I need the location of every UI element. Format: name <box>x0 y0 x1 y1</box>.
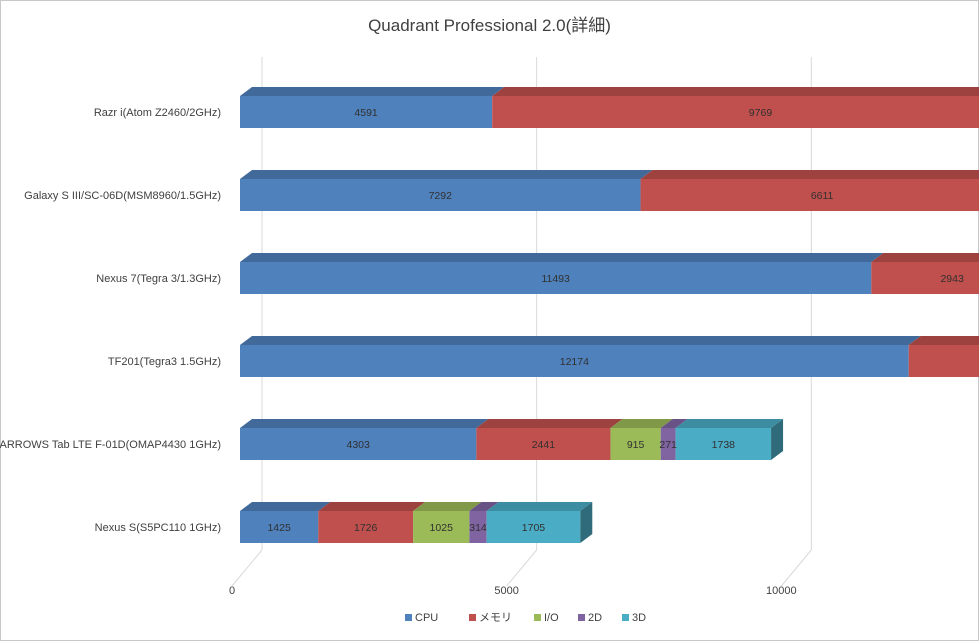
x-tick-label: 10000 <box>766 585 797 597</box>
legend-label: I/O <box>544 612 559 624</box>
bar-segment-I/O <box>610 428 661 460</box>
legend-label: 3D <box>632 612 646 624</box>
bar-segment-メモリ <box>640 179 979 211</box>
legend: CPU メモリ I/O 2D 3D <box>405 612 646 624</box>
category-label: ARROWS Tab LTE F-01D(OMAP4430 1GHz) <box>0 439 221 451</box>
bar-top-I/O <box>413 502 482 511</box>
bars <box>240 87 979 543</box>
legend-label: メモリ <box>479 612 512 624</box>
bar-segment-メモリ <box>318 511 414 543</box>
gridline-floor <box>780 549 812 587</box>
data-label: 1738 <box>712 439 736 451</box>
bar-top-3D <box>675 419 784 428</box>
data-label: 2441 <box>532 439 556 451</box>
gridlines <box>231 57 812 587</box>
bar-segment-CPU <box>240 428 477 460</box>
data-label: 915 <box>627 439 645 451</box>
legend-swatch <box>405 614 412 621</box>
x-tick-label: 5000 <box>494 585 518 597</box>
bar-top-メモリ <box>871 253 979 262</box>
category-label: Nexus S(S5PC110 1GHz) <box>95 522 221 534</box>
value-labels: 4591976951218552466729266115371971214511… <box>267 107 964 534</box>
bar-top-メモリ <box>318 502 426 511</box>
x-tick-label: 0 <box>229 585 235 597</box>
bar-top-CPU <box>240 336 921 345</box>
bar-top-メモリ <box>908 336 979 345</box>
bar-side <box>771 419 784 460</box>
bar-segment-3D <box>486 511 581 543</box>
category-labels: Razr i(Atom Z2460/2GHz) Galaxy S III/SC-0… <box>0 107 221 534</box>
bar-top-I/O <box>610 419 673 428</box>
bar-top-メモリ <box>492 87 979 96</box>
bar-top-2D <box>660 419 688 428</box>
bar-segment-2D <box>469 511 487 543</box>
bar-top-CPU <box>240 419 489 428</box>
data-label: 1025 <box>430 522 454 534</box>
data-label: 1726 <box>354 522 378 534</box>
data-label: 6611 <box>811 190 834 202</box>
data-label: 11493 <box>541 273 570 285</box>
bar-segment-メモリ <box>476 428 611 460</box>
data-label: 1705 <box>522 522 546 534</box>
legend-swatch <box>534 614 541 621</box>
bar-segment-CPU <box>240 179 641 211</box>
data-label: 4303 <box>347 439 371 451</box>
legend-swatch <box>469 614 476 621</box>
legend-swatch <box>622 614 629 621</box>
bar-segment-メモリ <box>871 262 979 294</box>
bar-top-CPU <box>240 87 505 96</box>
bar-segment-CPU <box>240 345 909 377</box>
data-label: 271 <box>659 439 677 451</box>
bar-segment-メモリ <box>908 345 979 377</box>
data-label: 2943 <box>940 273 964 285</box>
data-label: 12174 <box>560 356 589 368</box>
x-axis-ticks: 0500010000150002000025000 <box>229 585 797 597</box>
data-label: 7292 <box>429 190 453 202</box>
gridline-floor <box>506 549 538 587</box>
bar-segment-CPU <box>240 511 319 543</box>
bar-segment-I/O <box>413 511 470 543</box>
data-label: 9769 <box>749 107 773 119</box>
bar-top-メモリ <box>476 419 623 428</box>
bar-segment-CPU <box>240 96 493 128</box>
bar-segment-メモリ <box>492 96 979 128</box>
chart-title: Quadrant Professional 2.0(詳細) <box>368 16 611 35</box>
legend-label: 2D <box>588 612 602 624</box>
data-label: 1425 <box>267 522 291 534</box>
gridline-floor <box>231 549 263 587</box>
bar-top-CPU <box>240 502 331 511</box>
bar-top-2D <box>469 502 499 511</box>
bar-segment-2D <box>660 428 676 460</box>
category-label: Nexus 7(Tegra 3/1.3GHz) <box>96 273 221 285</box>
bar-top-CPU <box>240 253 884 262</box>
bar-top-3D <box>486 502 593 511</box>
data-label: 314 <box>469 522 487 534</box>
bar-segment-3D <box>675 428 772 460</box>
legend-label: CPU <box>415 612 438 624</box>
bar-top-CPU <box>240 170 653 179</box>
bar-side <box>580 502 593 543</box>
bar-segment-CPU <box>240 262 872 294</box>
legend-swatch <box>578 614 585 621</box>
data-label: 4591 <box>354 107 378 119</box>
category-label: Galaxy S III/SC-06D(MSM8960/1.5GHz) <box>24 190 221 202</box>
category-label: Razr i(Atom Z2460/2GHz) <box>94 107 221 119</box>
category-label: TF201(Tegra3 1.5GHz) <box>108 356 221 368</box>
bar-top-メモリ <box>640 170 979 179</box>
